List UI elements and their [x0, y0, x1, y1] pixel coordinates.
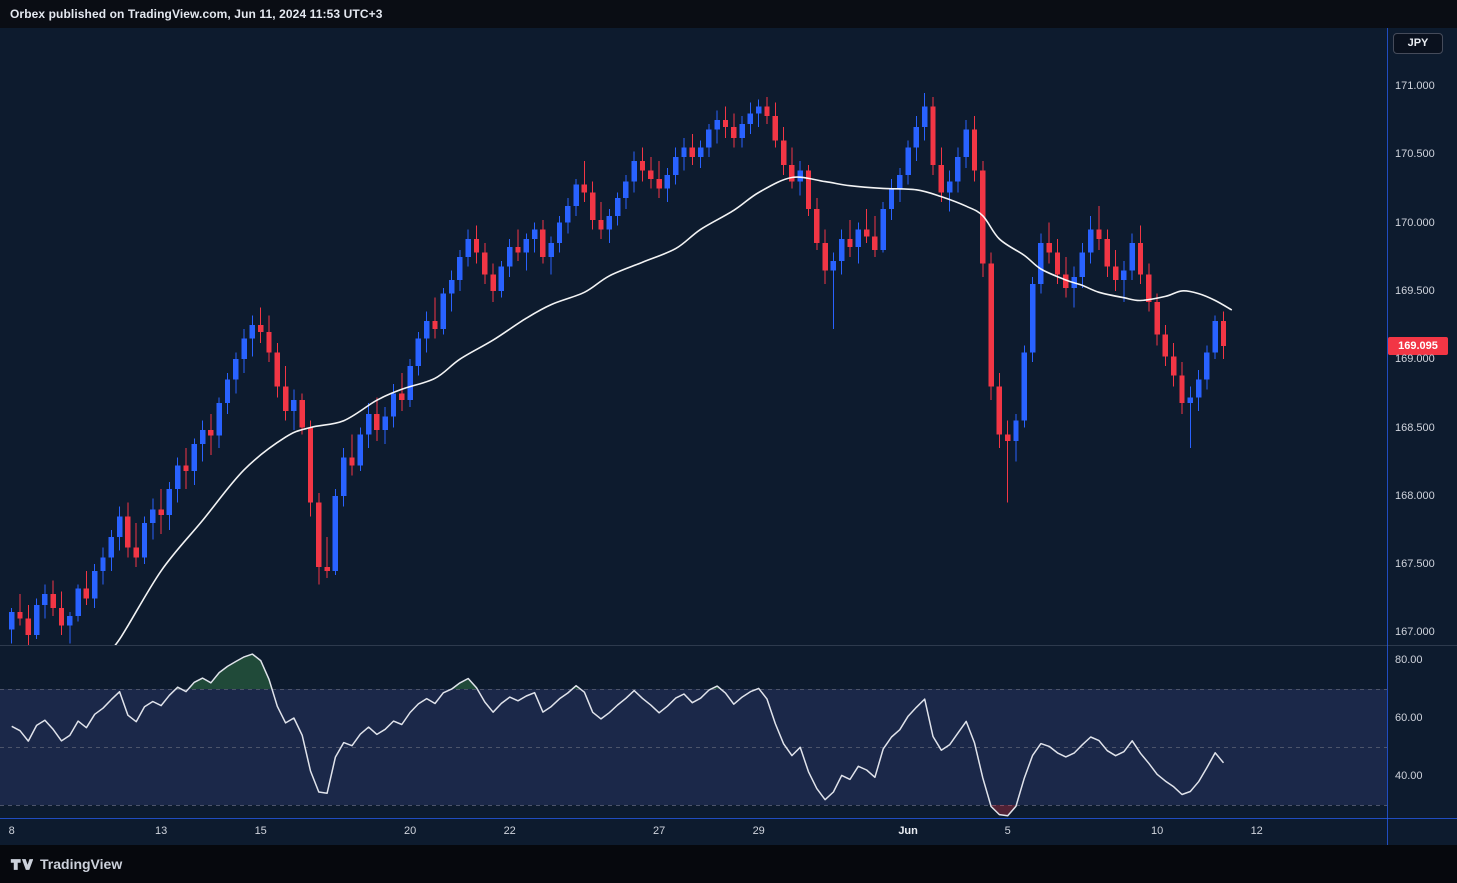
rsi-axis-label: 60.00: [1395, 712, 1423, 724]
rsi-axis-label: 80.00: [1395, 654, 1423, 666]
time-axis-label: 8: [8, 825, 15, 837]
time-axis-label: 5: [1004, 825, 1011, 837]
price-axis-label: 168.000: [1395, 489, 1435, 502]
time-axis-label: 10: [1150, 825, 1164, 837]
attribution-bar: TradingView: [0, 845, 1457, 883]
time-axis-label: 20: [403, 825, 417, 837]
time-axis-label: 27: [652, 825, 666, 837]
time-axis-label: 29: [752, 825, 765, 837]
time-axis-label: 22: [503, 825, 516, 837]
price-axis-label: 167.500: [1395, 558, 1435, 571]
price-axis-label: 170.500: [1395, 148, 1435, 161]
price-axis-label: 170.000: [1395, 216, 1435, 229]
time-axis[interactable]: 8 13 15 20 22 27 29 Jun 5 10 12: [0, 818, 1387, 848]
time-axis-label: 13: [154, 825, 168, 837]
publish-banner-text: Orbex published on TradingView.com, Jun …: [10, 7, 383, 21]
price-axis[interactable]: JPY 169.095 171.000 170.500 170.000 169.500…: [1388, 28, 1457, 845]
publish-banner: Orbex published on TradingView.com, Jun …: [0, 0, 1457, 28]
price-axis-label: 167.000: [1395, 626, 1435, 639]
tradingview-logo-icon: [10, 858, 33, 870]
last-price-badge: 169.095: [1388, 337, 1448, 356]
rsi-axis-label: 40.00: [1395, 770, 1423, 782]
tradingview-logo-text: TradingView: [40, 856, 123, 872]
price-axis-label: 169.000: [1395, 353, 1435, 366]
price-axis-label: 168.500: [1395, 421, 1435, 434]
time-axis-label: Jun: [898, 825, 918, 837]
time-axis-label: 15: [254, 825, 267, 837]
currency-badge: JPY: [1393, 33, 1443, 54]
tradingview-logo[interactable]: TradingView: [10, 856, 122, 872]
price-axis-label: 169.500: [1395, 284, 1435, 297]
price-chart-canvas[interactable]: [0, 28, 1457, 845]
time-axis-label: 12: [1250, 825, 1263, 837]
chart-region: JPY 169.095 171.000 170.500 170.000 169.500…: [0, 28, 1457, 845]
price-axis-label: 171.000: [1395, 80, 1435, 92]
